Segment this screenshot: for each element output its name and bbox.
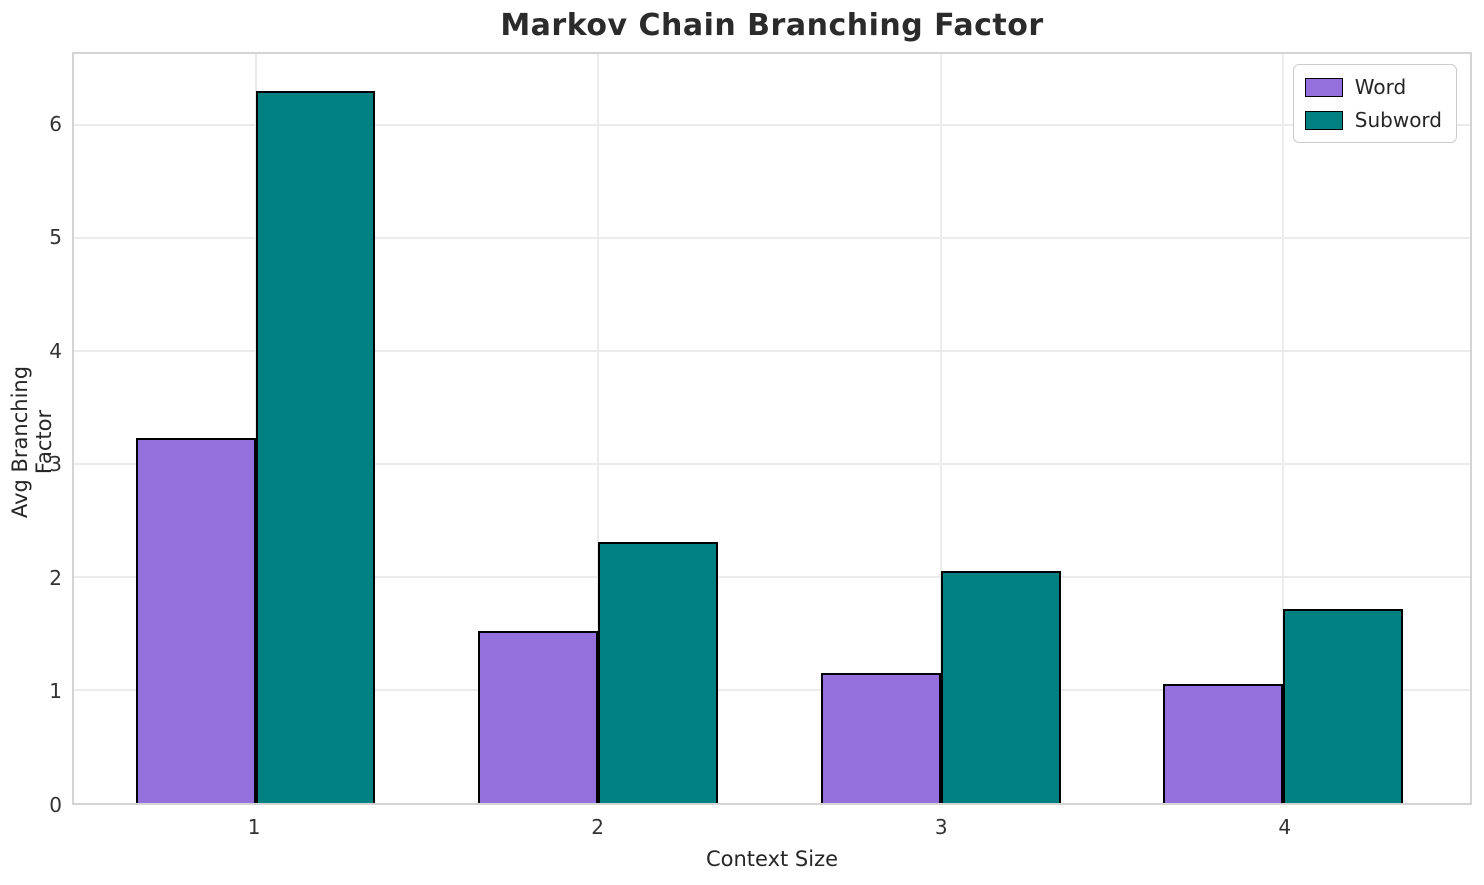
bar-word-3 [820, 673, 941, 803]
y-tick-6: 6 [49, 111, 62, 136]
x-tick-2: 2 [591, 815, 605, 839]
legend-item-word: Word [1304, 75, 1442, 99]
x-tick-labels: 1 2 3 4 [72, 815, 1472, 841]
y-tick-1: 1 [49, 679, 62, 704]
h-gridline-1 [74, 689, 1470, 692]
legend-label: Subword [1354, 108, 1442, 132]
bar-subword-1 [255, 91, 376, 803]
plot-area: Word Subword [72, 52, 1472, 805]
y-tick-5: 5 [49, 225, 62, 250]
legend-swatch-word [1304, 77, 1343, 97]
h-gridline-5 [74, 237, 1470, 240]
bar-word-1 [135, 438, 256, 803]
x-tick-4: 4 [1278, 815, 1292, 839]
legend-item-subword: Subword [1304, 108, 1442, 132]
legend-label: Word [1354, 75, 1407, 99]
y-tick-2: 2 [49, 565, 62, 590]
h-gridline-2 [74, 576, 1470, 579]
legend-swatch-subword [1304, 110, 1343, 130]
bar-subword-2 [598, 542, 719, 803]
x-tick-1: 1 [247, 815, 261, 839]
h-gridline-4 [74, 350, 1470, 353]
h-gridline-3 [74, 463, 1470, 466]
x-tick-3: 3 [934, 815, 948, 839]
v-gridline-4 [1282, 54, 1285, 803]
bar-word-4 [1163, 684, 1284, 803]
y-tick-3: 3 [49, 452, 62, 477]
h-gridline-6 [74, 124, 1470, 127]
bar-subword-3 [940, 571, 1061, 803]
bar-subword-4 [1283, 608, 1404, 803]
x-axis-label: Context Size [705, 847, 839, 871]
v-gridline-3 [939, 54, 942, 803]
legend: Word Subword [1292, 64, 1457, 143]
y-tick-labels: 0 1 2 3 4 5 6 [0, 52, 62, 817]
y-tick-0: 0 [49, 793, 62, 817]
v-gridline-2 [597, 54, 600, 803]
y-tick-4: 4 [49, 338, 62, 363]
chart-title: Markov Chain Branching Factor [500, 8, 1044, 43]
bar-word-2 [478, 631, 599, 803]
